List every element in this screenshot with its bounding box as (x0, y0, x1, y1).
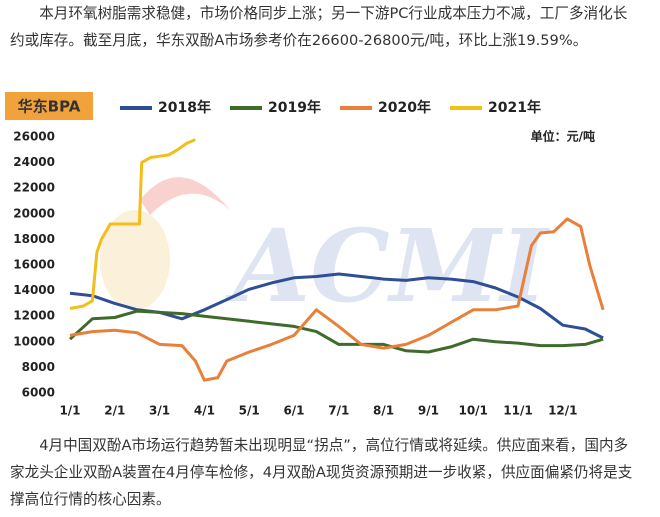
paragraph: 本月环氧树脂需求稳健，市场价格同步上涨；另一下游PC行业成本压力不减，工厂多消化… (10, 5, 628, 49)
x-tick-label: 11/1 (503, 404, 532, 418)
x-tick-label: 6/1 (283, 404, 304, 418)
series-line (69, 217, 605, 382)
y-tick-label: 12000 (13, 309, 55, 323)
legend-label: 2019年 (268, 99, 321, 116)
y-tick-label: 16000 (13, 258, 55, 272)
y-tick-label: 22000 (13, 181, 55, 195)
y-tick-label: 6000 (22, 386, 55, 400)
chart-title: 华东BPA (18, 98, 81, 116)
legend-label: 2018年 (158, 99, 211, 116)
y-tick-label: 10000 (13, 334, 55, 348)
x-tick-label: 9/1 (418, 404, 439, 418)
x-tick-label: 12/1 (548, 404, 577, 418)
x-tick-label: 8/1 (373, 404, 394, 418)
y-tick-label: 26000 (13, 130, 55, 144)
logo-shape (100, 210, 170, 310)
unit-label: 单位：元/吨 (531, 129, 595, 144)
x-tick-label: 2/1 (104, 404, 125, 418)
y-tick-label: 8000 (22, 360, 55, 374)
x-tick-label: 5/1 (239, 404, 260, 418)
paragraph: 4月中国双酚A市场运行趋势暂未出现明显“拐点”，高位行情或将延续。供应面来看，国… (10, 437, 633, 508)
y-tick-label: 18000 (13, 232, 55, 246)
y-tick-label: 20000 (13, 206, 55, 220)
y-tick-label: 14000 (13, 283, 55, 297)
series-line (68, 309, 604, 354)
x-tick-label: 3/1 (149, 404, 170, 418)
legend-label: 2021年 (488, 99, 541, 116)
x-tick-label: 10/1 (458, 404, 487, 418)
x-tick-label: 7/1 (328, 404, 349, 418)
x-tick-label: 1/1 (59, 404, 80, 418)
series-line (69, 138, 196, 310)
title-badge (5, 92, 93, 120)
logo-shape (140, 177, 230, 215)
legend-label: 2020年 (378, 99, 431, 116)
x-tick-label: 4/1 (194, 404, 215, 418)
y-tick-label: 24000 (13, 155, 55, 169)
watermark: ACMI (225, 207, 551, 325)
